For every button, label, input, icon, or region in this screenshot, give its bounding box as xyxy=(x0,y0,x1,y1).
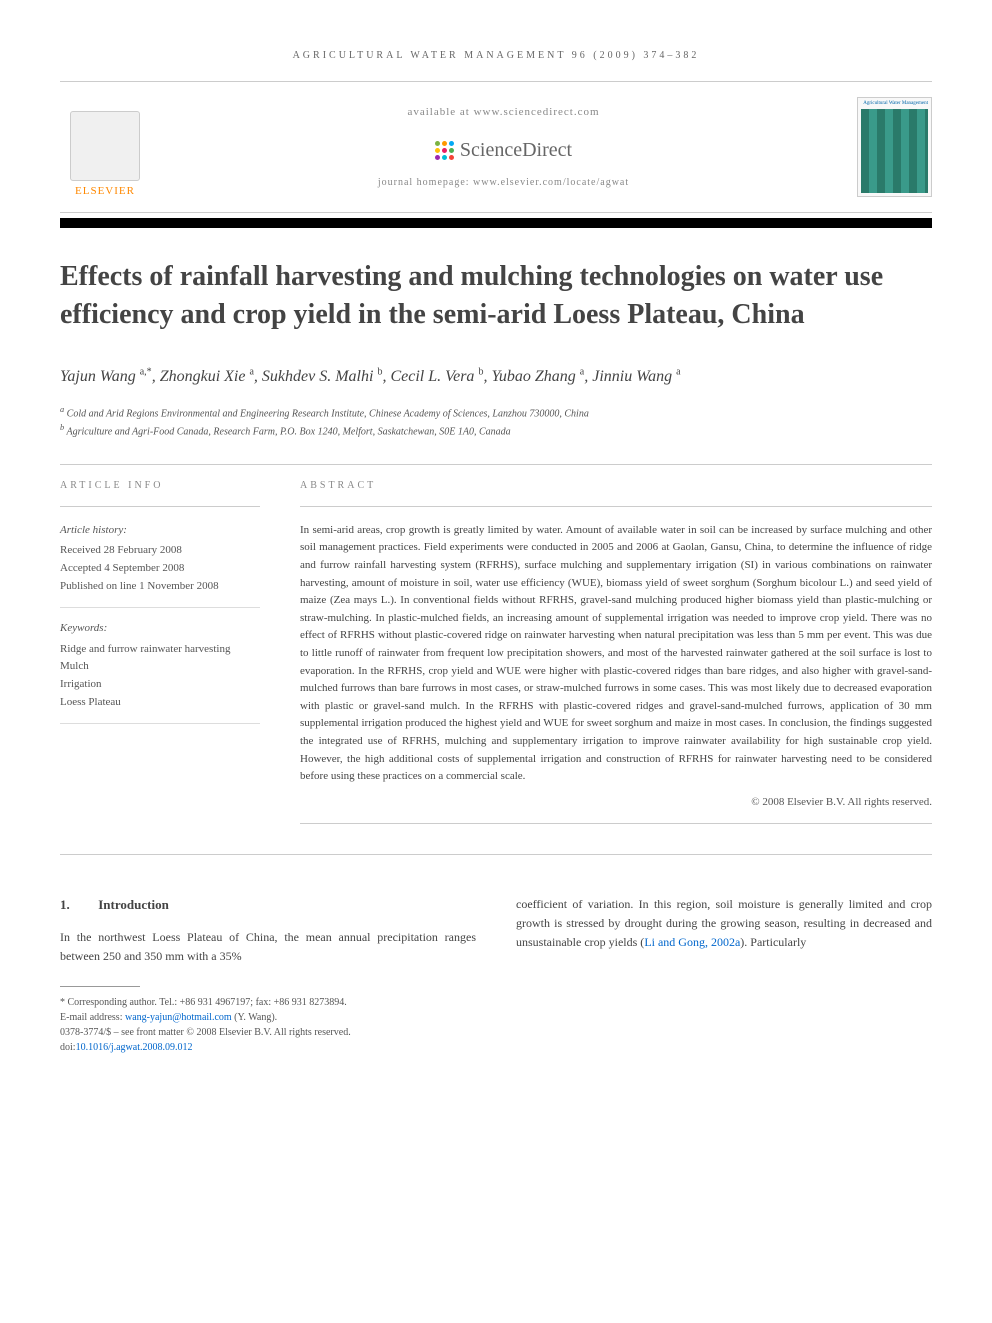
elsevier-label: ELSEVIER xyxy=(75,185,135,197)
divider xyxy=(60,854,932,855)
doi-label: doi: xyxy=(60,1042,76,1053)
abstract-text: In semi-arid areas, crop growth is great… xyxy=(300,522,932,786)
citation-link[interactable]: Li and Gong, 2002a xyxy=(644,935,740,949)
corresponding-author: * Corresponding author. Tel.: +86 931 49… xyxy=(60,995,476,1010)
available-at-text: available at www.sciencedirect.com xyxy=(150,106,857,118)
article-title: Effects of rainfall harvesting and mulch… xyxy=(60,258,932,334)
body-paragraph: In the northwest Loess Plateau of China,… xyxy=(60,928,476,966)
email-author: (Y. Wang). xyxy=(234,1012,277,1023)
separator-bar xyxy=(60,218,932,228)
section-title: Introduction xyxy=(98,897,169,912)
journal-homepage-link[interactable]: journal homepage: www.elsevier.com/locat… xyxy=(150,177,857,188)
cover-title: Agricultural Water Management xyxy=(861,101,928,106)
abstract-label: ABSTRACT xyxy=(300,480,932,491)
copyright-text: © 2008 Elsevier B.V. All rights reserved… xyxy=(300,796,932,808)
doi-link[interactable]: 10.1016/j.agwat.2008.09.012 xyxy=(76,1042,193,1053)
email-line: E-mail address: wang-yajun@hotmail.com (… xyxy=(60,1010,476,1025)
keyword: Mulch xyxy=(60,658,260,676)
history-title: Article history: xyxy=(60,522,260,540)
publisher-banner: ELSEVIER available at www.sciencedirect.… xyxy=(60,81,932,213)
article-info-label: ARTICLE INFO xyxy=(60,480,260,491)
body-paragraph: coefficient of variation. In this region… xyxy=(516,895,932,953)
keyword: Irrigation xyxy=(60,676,260,694)
keyword: Loess Plateau xyxy=(60,694,260,712)
keywords-block: Keywords: Ridge and furrow rainwater har… xyxy=(60,620,260,724)
issn-line: 0378-3774/$ – see front matter © 2008 El… xyxy=(60,1025,476,1040)
divider xyxy=(60,464,932,465)
affiliations: a Cold and Arid Regions Environmental an… xyxy=(60,404,932,439)
elsevier-tree-icon xyxy=(70,111,140,181)
divider xyxy=(300,823,932,824)
history-line: Accepted 4 September 2008 xyxy=(60,560,260,578)
sciencedirect-logo[interactable]: ScienceDirect xyxy=(435,139,572,162)
sciencedirect-text: ScienceDirect xyxy=(460,139,572,162)
history-line: Received 28 February 2008 xyxy=(60,542,260,560)
keywords-title: Keywords: xyxy=(60,620,260,638)
email-link[interactable]: wang-yajun@hotmail.com xyxy=(125,1012,232,1023)
sciencedirect-dots-icon xyxy=(435,141,454,160)
history-line: Published on line 1 November 2008 xyxy=(60,578,260,596)
divider xyxy=(300,506,932,507)
journal-cover-thumbnail[interactable]: Agricultural Water Management xyxy=(857,97,932,197)
elsevier-logo[interactable]: ELSEVIER xyxy=(60,97,150,197)
section-number: 1. xyxy=(60,895,95,916)
section-heading: 1. Introduction xyxy=(60,895,476,916)
email-label: E-mail address: xyxy=(60,1012,122,1023)
divider xyxy=(60,506,260,507)
cover-pattern xyxy=(861,109,928,193)
journal-header: AGRICULTURAL WATER MANAGEMENT 96 (2009) … xyxy=(60,50,932,61)
footnote-separator xyxy=(60,986,140,987)
doi-line: doi:10.1016/j.agwat.2008.09.012 xyxy=(60,1040,476,1055)
body-text: ). Particularly xyxy=(740,935,806,949)
keyword: Ridge and furrow rainwater harvesting xyxy=(60,641,260,659)
article-history: Article history: Received 28 February 20… xyxy=(60,522,260,608)
author-list: Yajun Wang a,*, Zhongkui Xie a, Sukhdev … xyxy=(60,364,932,390)
